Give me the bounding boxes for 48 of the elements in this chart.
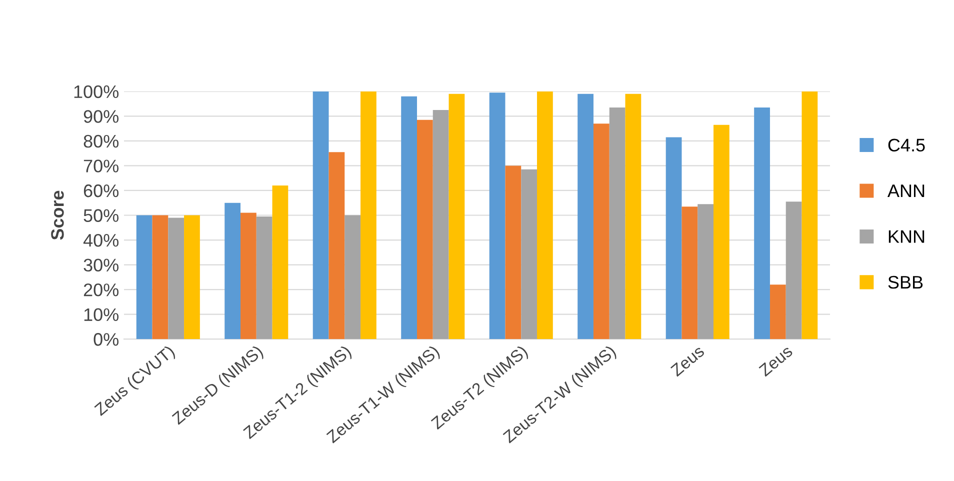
bar (593, 124, 610, 340)
y-tick-label: 0% (94, 333, 119, 346)
bar (344, 215, 361, 340)
bar (240, 212, 256, 340)
bar (537, 91, 553, 340)
legend-label: KNN (888, 230, 924, 243)
bar (666, 137, 682, 340)
bar (184, 215, 200, 340)
bar (360, 91, 376, 340)
bar (625, 94, 642, 340)
y-tick-label: 50% (84, 209, 119, 222)
y-tick-label: 90% (84, 110, 119, 123)
y-axis-title: Score (51, 190, 64, 240)
y-tick-label: 70% (84, 160, 119, 172)
bar (505, 166, 522, 340)
bar (448, 94, 465, 340)
bar (152, 215, 168, 340)
y-tick-label: 30% (84, 258, 119, 272)
bar (432, 110, 449, 340)
bar (786, 202, 802, 340)
bar (256, 216, 272, 340)
bar (416, 120, 433, 340)
bar (698, 204, 714, 340)
y-tick-label: 100% (74, 85, 119, 98)
bar (401, 96, 417, 340)
legend-label: C4.5 (888, 138, 925, 152)
bar (489, 92, 506, 340)
bar (168, 218, 184, 340)
bar (802, 91, 818, 340)
bar (578, 94, 594, 340)
bar (272, 186, 288, 340)
y-tick-label: 40% (83, 234, 119, 247)
y-tick-label: 20% (84, 283, 119, 296)
bar (521, 169, 538, 340)
bar (328, 152, 345, 340)
bar (682, 206, 698, 340)
y-tick-label: 10% (84, 308, 119, 322)
bar (224, 202, 241, 340)
y-tick-label: 60% (84, 184, 119, 198)
legend-label: SBB (888, 276, 923, 289)
bar (770, 284, 786, 340)
bar (312, 91, 329, 340)
legend-label: ANN (887, 184, 924, 198)
bar (754, 107, 770, 340)
bar (136, 215, 152, 340)
bar (609, 107, 626, 340)
y-tick-label: 80% (84, 134, 119, 148)
bar (713, 124, 730, 340)
